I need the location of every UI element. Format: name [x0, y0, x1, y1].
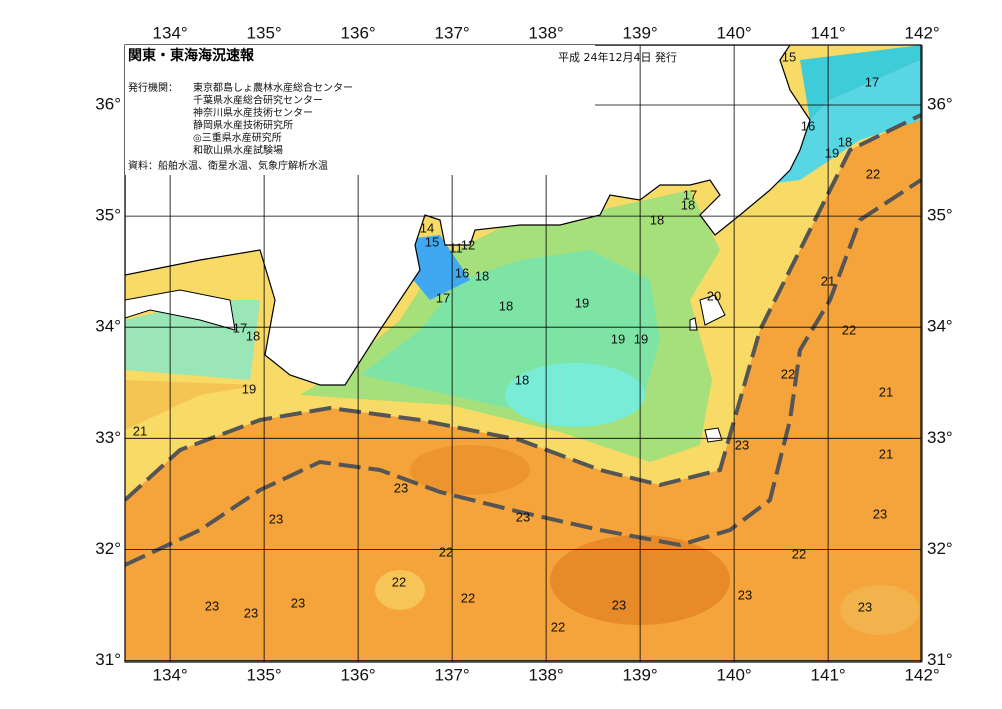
contour-label: 19	[825, 145, 839, 160]
agency-label: 発行機関：	[128, 81, 178, 94]
lon-label-bottom: 134°	[153, 665, 188, 684]
contour-label: 18	[681, 197, 695, 212]
contour-label: 16	[801, 118, 815, 133]
lat-label-right: 32°	[927, 539, 953, 558]
header-box	[125, 45, 595, 175]
lon-label-top: 142°	[905, 23, 940, 42]
contour-label: 22	[866, 166, 880, 181]
contour-label: 23	[735, 437, 749, 452]
lat-label-left: 33°	[95, 428, 121, 447]
contour-label: 11	[449, 240, 463, 255]
agency: ◎三重県水産研究所	[193, 131, 282, 144]
contour-label: 15	[782, 49, 796, 64]
contour-label: 19	[575, 295, 589, 310]
agency: 千葉県水産総合研究センター	[193, 94, 323, 107]
contour-label: 21	[879, 384, 893, 399]
lon-label-bottom: 138°	[529, 665, 564, 684]
contour-label: 17	[233, 320, 247, 335]
lon-label-top: 137°	[435, 23, 470, 42]
contour-label: 14	[420, 220, 434, 235]
lat-label-left: 34°	[95, 317, 121, 336]
contour-label: 21	[821, 273, 835, 288]
lon-label-bottom: 141°	[811, 665, 846, 684]
lat-label-right: 34°	[927, 317, 953, 336]
lat-label-left: 36°	[95, 94, 121, 113]
lat-label-right: 36°	[927, 94, 953, 113]
agency: 神奈川県水産技術センター	[193, 106, 313, 119]
source: 資料：船舶水温、衛星水温、気象庁解析水温	[128, 159, 328, 172]
agency: 静岡県水産技術研究所	[193, 119, 293, 132]
contour-label: 12	[461, 237, 475, 252]
contour-label: 23	[394, 480, 408, 495]
contour-label: 23	[612, 597, 626, 612]
contour-label: 23	[291, 595, 305, 610]
lat-label-left: 35°	[95, 206, 121, 225]
agency: 和歌山県水産試験場	[193, 144, 283, 157]
contour-label: 23	[516, 509, 530, 524]
contour-label: 22	[551, 619, 565, 634]
contour-label: 18	[499, 298, 513, 313]
lon-label-top: 139°	[623, 23, 658, 42]
contour-label: 19	[242, 381, 256, 396]
contour-label: 20	[707, 288, 721, 303]
contour-label: 23	[858, 599, 872, 614]
labels: 134° 134° 135° 135° 136° 136° 137° 137° 138° 138°…	[95, 23, 952, 684]
title: 関東・東海海況速報	[128, 47, 255, 64]
contour-label: 19	[611, 331, 625, 346]
lat-label-left: 31°	[95, 650, 121, 669]
contour-label: 23	[873, 506, 887, 521]
lon-label-bottom: 135°	[247, 665, 282, 684]
contour-label: 19	[634, 331, 648, 346]
lon-label-top: 135°	[247, 23, 282, 42]
date: 平成 24年12月4日 発行	[558, 50, 677, 64]
contour-label: 23	[738, 587, 752, 602]
contour-label: 15	[425, 234, 439, 249]
contour-label: 16	[455, 265, 469, 280]
lat-label-right: 31°	[927, 650, 953, 669]
contour-label: 18	[475, 268, 489, 283]
lon-label-bottom: 136°	[341, 665, 376, 684]
contour-label: 23	[205, 598, 219, 613]
contour-label: 22	[461, 590, 475, 605]
lat-label-left: 32°	[95, 539, 121, 558]
contour-label: 18	[246, 328, 260, 343]
lon-label-top: 134°	[153, 23, 188, 42]
contour-label: 21	[879, 446, 893, 461]
contour-label: 22	[439, 544, 453, 559]
contour-label: 22	[781, 366, 795, 381]
contour-label: 22	[792, 546, 806, 561]
contour-label: 18	[650, 212, 664, 227]
lon-label-bottom: 142°	[905, 665, 940, 684]
contour-label: 17	[683, 187, 697, 202]
contour-label: 21	[133, 423, 147, 438]
lon-label-bottom: 139°	[623, 665, 658, 684]
lon-label-bottom: 140°	[717, 665, 752, 684]
lat-label-right: 33°	[927, 428, 953, 447]
lon-label-top: 136°	[341, 23, 376, 42]
lon-label-top: 138°	[529, 23, 564, 42]
contour-label: 18	[515, 372, 529, 387]
contour-label: 23	[269, 511, 283, 526]
agency: 東京都島しょ農林水産総合センター	[193, 81, 353, 94]
lon-label-top: 141°	[811, 23, 846, 42]
contour-label: 22	[392, 574, 406, 589]
contour-label: 17	[865, 74, 879, 89]
contour-label: 18	[838, 134, 852, 149]
contour-label: 17	[436, 290, 450, 305]
contour-label: 23	[244, 605, 258, 620]
lat-label-right: 35°	[927, 206, 953, 225]
contour-label: 22	[842, 322, 856, 337]
lon-label-top: 140°	[717, 23, 752, 42]
lon-label-bottom: 137°	[435, 665, 470, 684]
